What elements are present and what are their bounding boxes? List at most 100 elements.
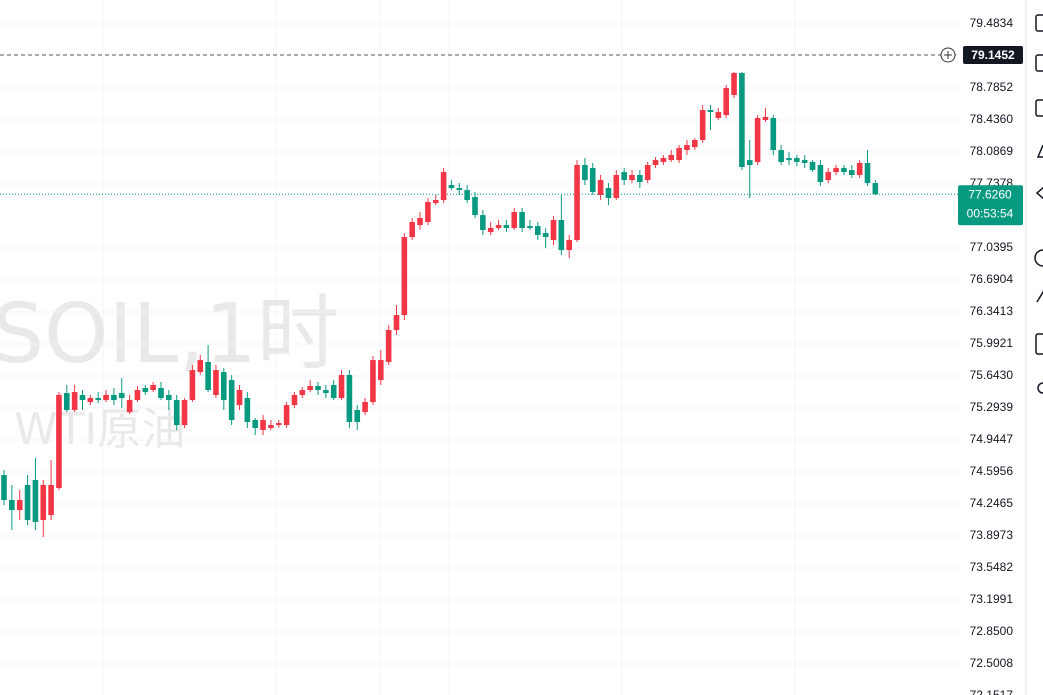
candle-body xyxy=(158,388,164,399)
candle-body xyxy=(456,188,463,191)
tool-icon[interactable] xyxy=(1034,249,1043,267)
tool-icon[interactable] xyxy=(1037,382,1043,394)
candle-body xyxy=(621,172,627,181)
candle-body xyxy=(605,188,612,199)
tool-icon[interactable] xyxy=(1035,54,1043,72)
candle-body xyxy=(731,72,737,95)
candle-body xyxy=(173,400,180,426)
tool-icon[interactable] xyxy=(1035,186,1043,200)
candle-body xyxy=(511,212,518,228)
candle-body xyxy=(16,500,23,511)
candle-body xyxy=(252,420,258,428)
crosshair-label-box xyxy=(963,45,1023,64)
y-tick-label: 73.5482 xyxy=(970,560,1014,574)
candle-body xyxy=(432,200,439,204)
tool-icon[interactable] xyxy=(1035,99,1043,117)
candle-body xyxy=(778,150,784,162)
candle-body xyxy=(558,220,565,251)
add-alert-icon xyxy=(944,50,952,59)
y-tick-label: 72.5008 xyxy=(970,656,1014,670)
candle-body xyxy=(142,388,149,393)
candle-body xyxy=(440,172,447,201)
candle-body xyxy=(550,220,557,240)
candle-body xyxy=(48,484,54,516)
candle-body xyxy=(197,360,204,373)
candle-body xyxy=(409,222,415,238)
y-tick-label: 74.2465 xyxy=(970,496,1014,510)
candle-body xyxy=(582,165,588,181)
candle-body xyxy=(597,180,604,195)
candle-body xyxy=(856,162,863,175)
candle-body xyxy=(472,196,478,216)
candle-body xyxy=(221,372,227,401)
candle-body xyxy=(79,394,86,401)
candle-body xyxy=(762,116,769,121)
candle-body xyxy=(723,88,729,116)
y-tick-label: 73.8973 xyxy=(970,528,1014,542)
y-tick-label: 78.0869 xyxy=(970,144,1014,158)
y-tick-label: 77.0395 xyxy=(970,240,1014,254)
candle-body xyxy=(495,225,502,228)
candle-body xyxy=(134,390,141,401)
candle-body xyxy=(707,110,714,113)
watermark: SOIL,1时 xyxy=(0,287,339,382)
tool-icon[interactable] xyxy=(1035,14,1043,32)
candle-body xyxy=(166,394,172,401)
candles xyxy=(1,72,879,538)
candle-body xyxy=(849,170,855,175)
candle-body xyxy=(95,398,101,401)
candle-body xyxy=(692,139,698,148)
candle-body xyxy=(644,165,651,181)
candle-body xyxy=(111,394,117,401)
candle-body xyxy=(715,112,722,118)
candle-body xyxy=(228,380,235,421)
candle-body xyxy=(542,233,549,238)
candle-body xyxy=(660,158,667,162)
tool-icon[interactable] xyxy=(1035,333,1043,355)
y-tick-label: 78.4360 xyxy=(970,112,1014,126)
candle-body xyxy=(393,315,400,330)
candle-body xyxy=(9,500,15,511)
y-tick-label: 75.6430 xyxy=(970,368,1014,382)
watermark-subtitle: WTI原油 xyxy=(14,404,185,455)
y-tick-label: 74.5956 xyxy=(970,464,1014,478)
y-tick-label: 75.2939 xyxy=(970,400,1014,414)
candle-body xyxy=(519,212,525,228)
vertical-grid xyxy=(102,0,796,695)
price-axis: 79.483478.785278.436078.086977.737877.03… xyxy=(958,0,1026,695)
candle-body xyxy=(291,394,298,406)
candle-body xyxy=(480,215,486,230)
candle-body xyxy=(299,390,306,395)
candle-body xyxy=(794,158,800,162)
y-tick-label: 72.1517 xyxy=(970,688,1014,695)
candle-body xyxy=(535,226,541,236)
candle-body xyxy=(330,384,337,399)
candle-body xyxy=(40,484,47,521)
candle-body xyxy=(354,410,361,423)
candle-body xyxy=(417,217,423,226)
candle-body xyxy=(739,72,745,168)
candle-body xyxy=(464,190,470,201)
candle-body xyxy=(189,370,196,401)
tool-icon[interactable] xyxy=(1036,144,1043,158)
candle-body xyxy=(275,423,282,426)
candle-body xyxy=(425,202,431,223)
candle-body xyxy=(213,370,219,395)
candle-body xyxy=(126,400,133,413)
axis-background xyxy=(958,0,1026,695)
candle-body xyxy=(268,425,274,428)
candle-body xyxy=(315,385,321,391)
candle-body xyxy=(786,158,792,161)
crosshair-label: 79.1452 xyxy=(971,48,1015,62)
candle-body xyxy=(338,374,345,399)
candle-body xyxy=(1,474,7,501)
candle-body xyxy=(699,110,706,140)
tool-icon[interactable] xyxy=(1036,290,1043,303)
candle-body xyxy=(401,237,408,316)
candle-body xyxy=(236,390,243,406)
candle-body xyxy=(503,225,510,228)
candle-body xyxy=(574,165,580,240)
candle-body xyxy=(589,168,596,193)
